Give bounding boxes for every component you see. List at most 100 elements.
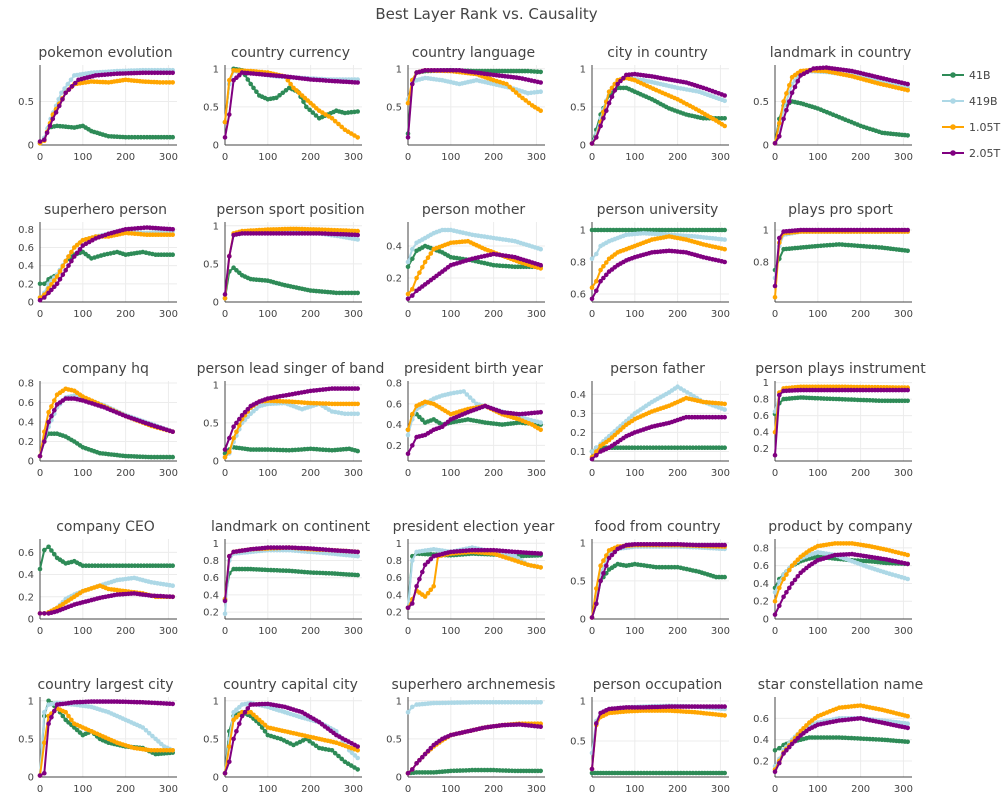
x-tick-label: 0	[405, 152, 411, 163]
y-tick-label: 0	[580, 141, 586, 152]
x-tick-label: 0	[222, 309, 228, 320]
data-point	[355, 109, 361, 114]
data-point	[777, 603, 782, 608]
y-tick-label: 0	[28, 773, 34, 784]
x-tick-label: 0	[37, 784, 43, 795]
series-2.05T	[405, 68, 543, 140]
data-point	[606, 100, 612, 106]
series-419B	[772, 229, 910, 281]
x-tick-label: 0	[589, 468, 595, 479]
data-point	[538, 69, 543, 75]
data-point	[589, 449, 595, 454]
x-tick-label: 100	[73, 468, 92, 479]
x-tick-label: 100	[441, 468, 460, 479]
data-point	[594, 251, 599, 257]
data-point	[594, 278, 599, 284]
x-tick-label: 300	[894, 468, 913, 479]
data-point	[722, 407, 727, 412]
data-point	[170, 748, 175, 753]
data-point	[42, 547, 47, 553]
x-tick-label: 0	[589, 152, 595, 163]
x-tick-label: 100	[441, 152, 460, 163]
y-tick-label: 1	[396, 696, 402, 707]
y-tick-label: 1	[396, 64, 402, 75]
y-tick-label: 0.2	[18, 437, 34, 448]
y-tick-label: 1	[213, 539, 219, 550]
series-41B	[222, 566, 361, 602]
data-point	[254, 89, 259, 94]
x-tick-label: 300	[527, 468, 546, 479]
x-tick-label: 300	[711, 152, 730, 163]
data-point	[621, 75, 626, 81]
data-point	[722, 713, 727, 718]
data-point	[60, 272, 66, 278]
data-point	[594, 288, 599, 294]
data-point	[222, 611, 228, 617]
data-point	[722, 93, 727, 98]
data-point	[589, 615, 595, 620]
data-point	[814, 66, 819, 71]
subplot-title: company hq	[62, 361, 149, 377]
x-tick-label: 0	[772, 626, 778, 637]
data-point	[237, 416, 242, 422]
y-tick-label: 0.6	[753, 561, 769, 572]
y-tick-label: 0	[213, 773, 219, 784]
subplot-title: city in country	[607, 45, 708, 61]
series-419B	[37, 228, 175, 300]
data-point	[420, 417, 425, 423]
y-tick-label: 0.6	[18, 243, 34, 254]
x-tick-label: 0	[37, 468, 43, 479]
subplot-title: president election year	[393, 519, 555, 535]
x-tick-label: 100	[441, 309, 460, 320]
x-tick-label: 200	[668, 626, 687, 637]
y-tick-label: 0.2	[18, 279, 34, 290]
data-point	[222, 454, 228, 460]
series-1.05T	[589, 708, 727, 772]
y-tick-label: 0.2	[386, 274, 402, 285]
y-tick-label: 0.2	[753, 444, 769, 455]
x-tick-label: 300	[159, 152, 178, 163]
data-point	[777, 134, 782, 139]
data-point	[170, 701, 175, 707]
x-tick-label: 0	[589, 626, 595, 637]
data-point	[777, 235, 782, 241]
x-tick-label: 200	[851, 309, 870, 320]
y-tick-label: 0.2	[753, 597, 769, 608]
series-41B	[37, 123, 175, 146]
x-tick-label: 0	[222, 468, 228, 479]
y-tick-label: 0.8	[386, 379, 402, 390]
data-point	[598, 123, 603, 129]
series-41B	[37, 249, 175, 287]
y-tick-label: 0.2	[570, 428, 586, 439]
data-point	[601, 558, 606, 563]
data-point	[245, 406, 251, 412]
data-point	[66, 713, 71, 719]
data-point	[410, 81, 415, 87]
series-41B	[589, 227, 727, 233]
data-point	[428, 251, 434, 256]
series-2.05T	[772, 65, 910, 146]
x-tick-label: 200	[301, 468, 320, 479]
data-point	[772, 141, 778, 146]
data-point	[784, 91, 789, 96]
subplot-title: person mother	[422, 202, 526, 218]
subplot-title: person sport position	[216, 202, 364, 218]
data-point	[37, 281, 43, 287]
data-point	[42, 439, 47, 444]
data-point	[504, 81, 509, 87]
data-point	[42, 137, 47, 143]
data-point	[598, 278, 603, 284]
series-41B	[37, 544, 175, 572]
data-point	[905, 133, 910, 138]
x-tick-label: 0	[37, 626, 43, 637]
x-tick-label: 0	[222, 784, 228, 795]
data-point	[170, 252, 175, 257]
series-419B	[589, 75, 727, 146]
x-tick-label: 100	[625, 784, 644, 795]
